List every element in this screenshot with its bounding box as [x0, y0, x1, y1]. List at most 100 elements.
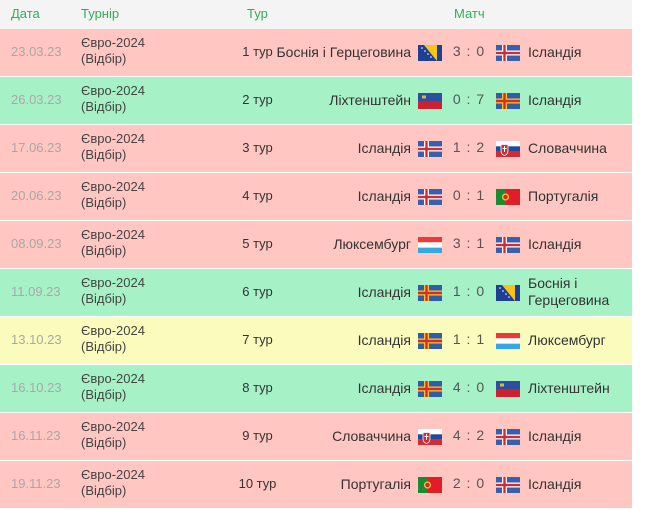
tournament-stage: (Відбір) [81, 243, 127, 258]
match-row[interactable]: 16.10.23 Євро-2024 (Відбір) 8 тур Ісланді… [0, 365, 632, 413]
match-row[interactable]: 17.06.23 Євро-2024 (Відбір) 3 тур Ісланді… [0, 125, 632, 173]
away-team-name: Ліхтенштейн [528, 379, 610, 396]
away-team[interactable]: Ліхтенштейн [528, 371, 638, 405]
away-team[interactable]: Ісландія [528, 419, 638, 453]
away-team[interactable]: Португалія [528, 179, 638, 213]
away-team[interactable]: Словаччина [528, 131, 638, 165]
away-team-name: Ісландія [528, 43, 582, 60]
match-row[interactable]: 13.10.23 Євро-2024 (Відбір) 7 тур Ісланді… [0, 317, 632, 365]
home-team[interactable]: Боснія і Герцеговина [211, 35, 411, 69]
match-score[interactable]: 4 : 2 [452, 427, 486, 443]
tournament-name[interactable]: Євро-2024 (Відбір) [81, 323, 145, 355]
table-header: Дата Турнір Тур Матч [0, 0, 632, 29]
home-team[interactable]: Ісландія [211, 371, 411, 405]
match-date: 17.06.23 [11, 140, 62, 155]
match-row[interactable]: 20.06.23 Євро-2024 (Відбір) 4 тур Ісланді… [0, 173, 632, 221]
match-date: 13.10.23 [11, 332, 62, 347]
away-team[interactable]: Ісландія [528, 467, 638, 501]
tournament-title: Євро-2024 [81, 467, 145, 482]
away-team[interactable]: Ісландія [528, 35, 638, 69]
portugal-flag-icon [418, 477, 442, 493]
away-team-name: Ісландія [528, 91, 582, 108]
match-score[interactable]: 1 : 2 [452, 139, 486, 155]
home-team-name: Боснія і Герцеговина [276, 43, 411, 60]
match-round: 7 тур [242, 332, 273, 347]
away-team-name: Люксембург [528, 331, 606, 348]
match-score[interactable]: 0 : 7 [452, 91, 486, 107]
match-round: 4 тур [242, 188, 273, 203]
tournament-stage: (Відбір) [81, 99, 127, 114]
match-date: 08.09.23 [11, 236, 62, 251]
tournament-stage: (Відбір) [81, 435, 127, 450]
tournament-name[interactable]: Євро-2024 (Відбір) [81, 35, 145, 67]
slovakia-flag-icon [418, 429, 442, 445]
match-row[interactable]: 23.03.23 Євро-2024 (Відбір) 1 тур Боснія … [0, 29, 632, 77]
tournament-stage: (Відбір) [81, 147, 127, 162]
match-row[interactable]: 26.03.23 Євро-2024 (Відбір) 2 тур Ліхтенш… [0, 77, 632, 125]
tournament-title: Євро-2024 [81, 227, 145, 242]
away-team-name: Ісландія [528, 235, 582, 252]
iceland-flag-icon [496, 429, 520, 445]
tournament-name[interactable]: Євро-2024 (Відбір) [81, 419, 145, 451]
tournament-name[interactable]: Євро-2024 (Відбір) [81, 371, 145, 403]
match-row[interactable]: 11.09.23 Євро-2024 (Відбір) 6 тур Ісланді… [0, 269, 632, 317]
tournament-name[interactable]: Євро-2024 (Відбір) [81, 131, 145, 163]
match-score[interactable]: 3 : 0 [452, 43, 486, 59]
match-date: 16.10.23 [11, 380, 62, 395]
liechtenstein-flag-icon [418, 93, 442, 109]
tournament-name[interactable]: Євро-2024 (Відбір) [81, 179, 145, 211]
home-team[interactable]: Ісландія [211, 131, 411, 165]
header-match: Матч [454, 6, 485, 21]
match-row[interactable]: 08.09.23 Євро-2024 (Відбір) 5 тур Люксемб… [0, 221, 632, 269]
home-team[interactable]: Люксембург [211, 227, 411, 261]
tournament-stage: (Відбір) [81, 339, 127, 354]
match-score[interactable]: 3 : 1 [452, 235, 486, 251]
match-round: 2 тур [242, 92, 273, 107]
match-score[interactable]: 2 : 0 [452, 475, 486, 491]
match-history-table: Дата Турнір Тур Матч 23.03.23 Євро-2024(… [0, 0, 632, 509]
home-team[interactable]: Ісландія [211, 323, 411, 357]
home-team[interactable]: Словаччина [211, 419, 411, 453]
tournament-name[interactable]: Євро-2024 (Відбір) [81, 227, 145, 259]
away-team-name: Ісландія [528, 475, 582, 492]
home-team-name: Ісландія [357, 331, 411, 348]
liechtenstein-flag-icon [496, 381, 520, 397]
iceland-flag-icon [418, 189, 442, 205]
home-team[interactable]: Ісландія [211, 275, 411, 309]
away-team[interactable]: Люксембург [528, 323, 638, 357]
away-team-name: Словаччина [528, 139, 607, 156]
home-team-name: Ліхтенштейн [329, 91, 411, 108]
tournament-title: Євро-2024 [81, 275, 145, 290]
match-row[interactable]: 16.11.23 Євро-2024 (Відбір) 9 тур Словачч… [0, 413, 632, 461]
header-date: Дата [11, 6, 40, 21]
tournament-name[interactable]: Євро-2024 (Відбір) [81, 83, 145, 115]
away-team[interactable]: Ісландія [528, 227, 638, 261]
match-round: 5 тур [242, 236, 273, 251]
match-round: 8 тур [242, 380, 273, 395]
tournament-name[interactable]: Євро-2024 (Відбір) [81, 467, 145, 499]
home-team[interactable]: Ліхтенштейн [211, 83, 411, 117]
away-team[interactable]: Ісландія [528, 83, 638, 117]
match-score[interactable]: 0 : 1 [452, 187, 486, 203]
match-date: 23.03.23 [11, 44, 62, 59]
tournament-title: Євро-2024 [81, 371, 145, 386]
match-score[interactable]: 1 : 0 [452, 283, 486, 299]
away-team-name: Боснія і Герцеговина [528, 275, 610, 308]
match-score[interactable]: 4 : 0 [452, 379, 486, 395]
aland-flag-icon [418, 381, 442, 397]
away-team[interactable]: Боснія і Герцеговина [528, 275, 638, 309]
tournament-name[interactable]: Євро-2024 (Відбір) [81, 275, 145, 307]
match-round: 3 тур [242, 140, 273, 155]
tournament-stage: (Відбір) [81, 387, 127, 402]
match-round: 1 тур [242, 44, 273, 59]
iceland-flag-icon [496, 237, 520, 253]
match-score[interactable]: 1 : 1 [452, 331, 486, 347]
iceland-flag-icon [496, 45, 520, 61]
aland-flag-icon [418, 285, 442, 301]
match-row[interactable]: 19.11.23 Євро-2024 (Відбір) 10 тур Португ… [0, 461, 632, 509]
match-round: 10 тур [238, 476, 277, 491]
luxembourg-flag-icon [496, 333, 520, 349]
home-team[interactable]: Португалія [211, 467, 411, 501]
home-team-name: Словаччина [332, 427, 411, 444]
home-team[interactable]: Ісландія [211, 179, 411, 213]
